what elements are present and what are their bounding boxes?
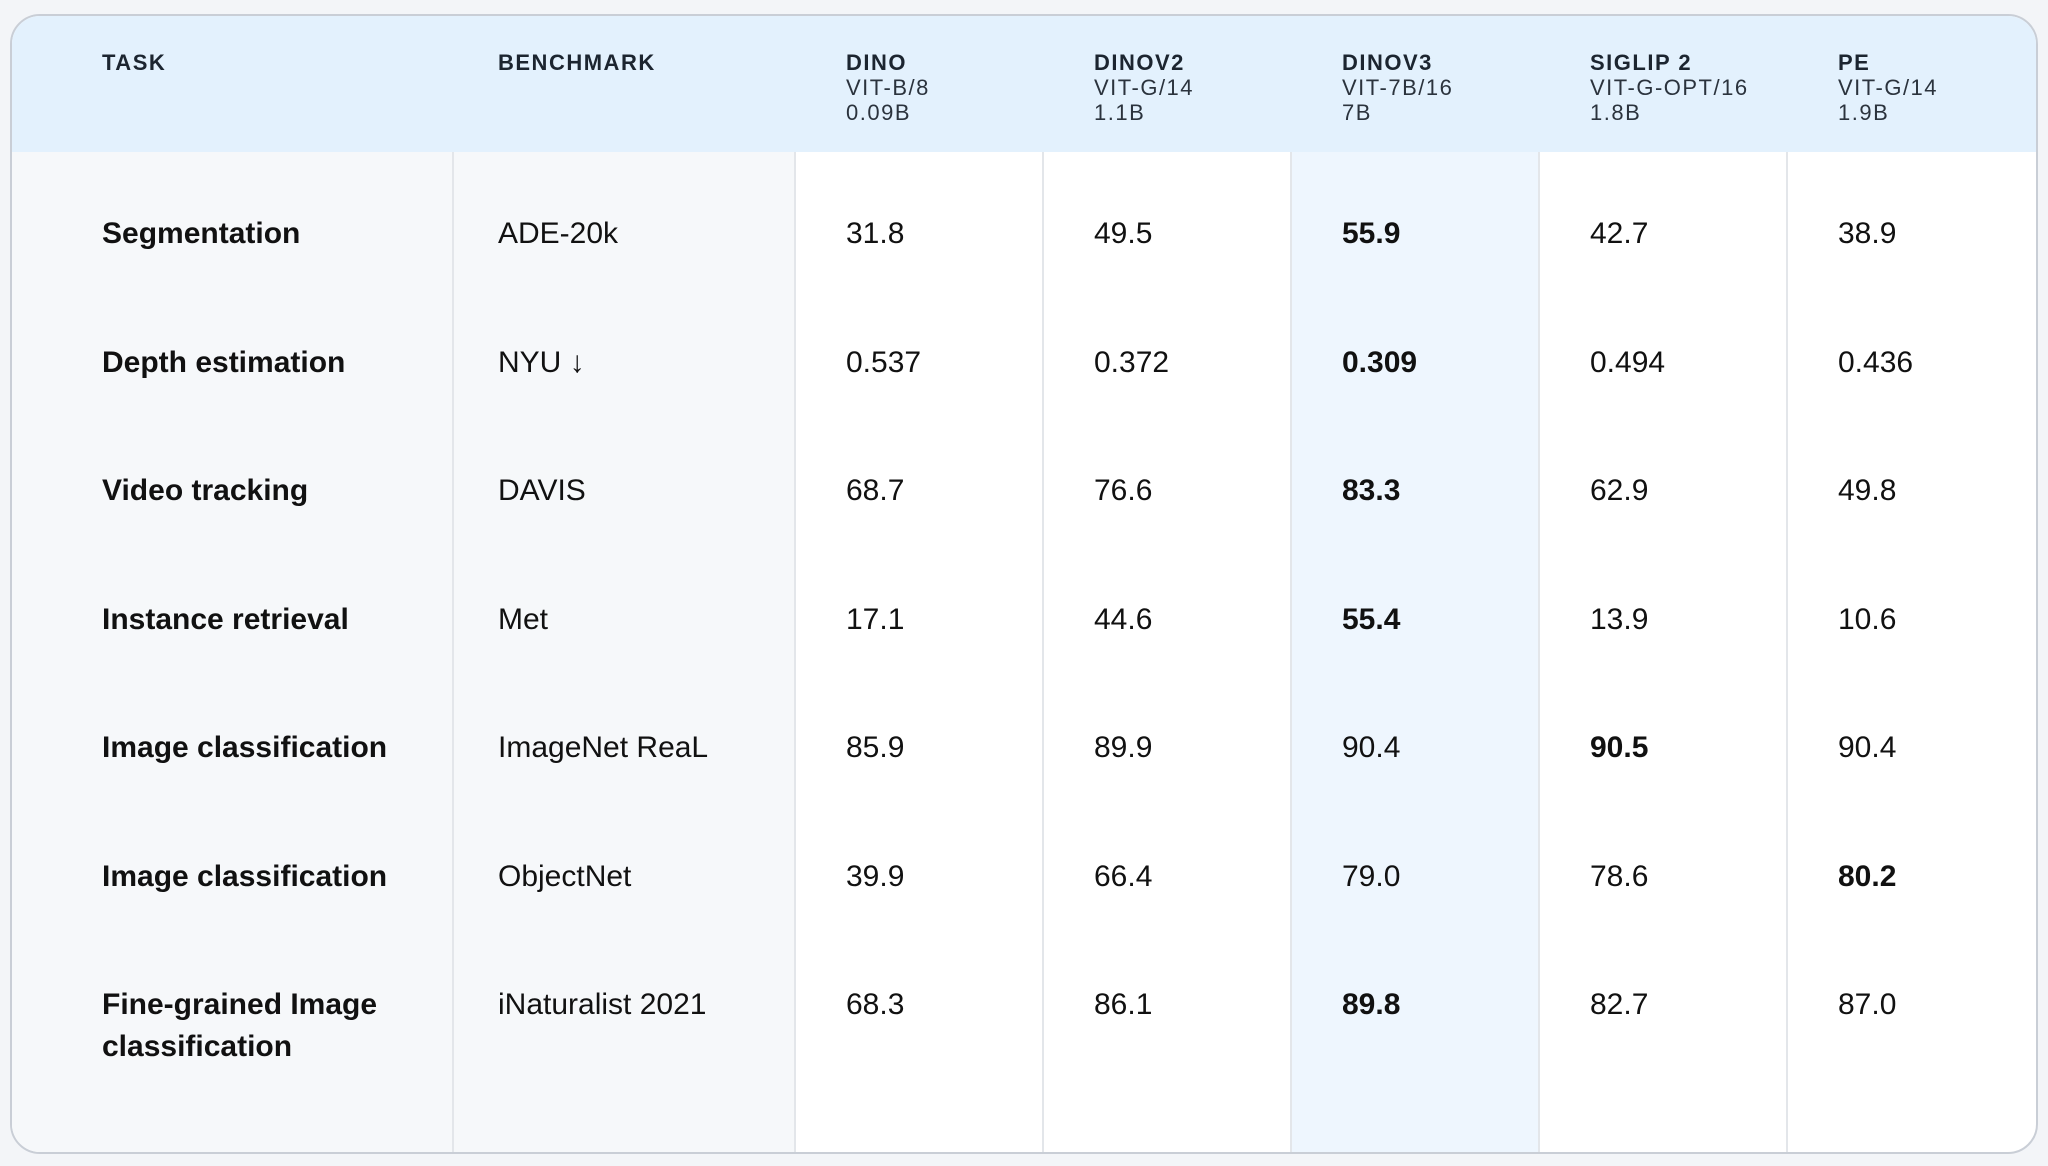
task-cell: Video tracking	[102, 474, 309, 507]
benchmark-cell: NYU ↓	[498, 345, 585, 379]
score-cell: 13.9	[1590, 602, 1649, 636]
score-cell: 83.3	[1342, 474, 1401, 507]
score-cell: 44.6	[1094, 602, 1153, 636]
model-architecture: VIT-G/14	[1094, 75, 1195, 100]
score-cell: 68.7	[846, 474, 905, 507]
score-cell: 0.494	[1590, 345, 1666, 379]
model-params: 1.1B	[1094, 100, 1146, 125]
table-row: Depth estimation NYU ↓ 0.537 0.372 0.309 0.49…	[12, 342, 2036, 470]
table-row: Segmentation ADE-20k 31.8 49.5 55.9 42.7 38.9	[12, 213, 2036, 341]
model-params: 1.8B	[1590, 100, 1642, 125]
score-cell: 76.6	[1094, 474, 1153, 507]
table-header	[12, 16, 2036, 152]
score-cell: 79.0	[1342, 859, 1401, 893]
score-cell: 49.5	[1094, 217, 1153, 250]
header-model-dinov2: DINOV2 VIT-G/14 1.1B	[1094, 50, 1194, 125]
score-cell: 55.9	[1342, 217, 1401, 250]
score-cell: 38.9	[1838, 217, 1897, 250]
model-architecture: VIT-G-OPT/16	[1590, 75, 1749, 100]
benchmark-cell: DAVIS	[498, 474, 586, 507]
model-name: DINOV2	[1094, 50, 1185, 75]
benchmark-cell: ObjectNet	[498, 859, 632, 893]
model-architecture: VIT-G/14	[1838, 75, 1939, 100]
model-name: SIGLIP 2	[1590, 50, 1693, 75]
benchmark-cell: ADE-20k	[498, 217, 619, 250]
score-cell: 86.1	[1094, 988, 1153, 1021]
score-cell: 68.3	[846, 988, 905, 1021]
score-cell: 80.2	[1838, 859, 1897, 893]
score-cell: 0.372	[1094, 345, 1170, 379]
column-divider	[1290, 152, 1292, 1152]
model-architecture: VIT-7B/16	[1342, 75, 1454, 100]
score-cell: 90.4	[1342, 731, 1401, 764]
model-architecture: VIT-B/8	[846, 75, 930, 100]
score-cell: 78.6	[1590, 859, 1649, 893]
score-cell: 0.537	[846, 345, 922, 379]
task-cell: Image classification	[102, 859, 388, 893]
score-cell: 90.4	[1838, 731, 1897, 764]
score-cell: 89.9	[1094, 731, 1153, 764]
benchmark-column-background	[452, 152, 794, 1152]
task-cell: Instance retrieval	[102, 602, 349, 636]
score-cell: 10.6	[1838, 602, 1897, 636]
score-cell: 55.4	[1342, 602, 1401, 636]
header-benchmark: BENCHMARK	[498, 50, 656, 75]
model-params: 1.9B	[1838, 100, 1890, 125]
table-row: Video tracking DAVIS 68.7 76.6 83.3 62.9 49.8	[12, 470, 2036, 598]
header-model-dinov3: DINOV3 VIT-7B/16 7B	[1342, 50, 1453, 125]
column-divider	[794, 152, 796, 1152]
benchmark-cell: iNaturalist 2021	[498, 988, 707, 1021]
model-name: DINO	[846, 50, 907, 75]
task-cell: Segmentation	[102, 217, 301, 250]
score-cell: 0.436	[1838, 345, 1914, 379]
score-cell: 85.9	[846, 731, 905, 764]
score-cell: 17.1	[846, 602, 905, 636]
task-cell: Fine-grained Image classification	[102, 988, 378, 1063]
model-name: DINOV3	[1342, 50, 1433, 75]
model-params: 0.09B	[846, 100, 911, 125]
highlight-column-background	[1290, 152, 1538, 1152]
table-row: Fine-grained Image classification iNatura…	[12, 984, 2036, 1112]
score-cell: 42.7	[1590, 217, 1649, 250]
score-cell: 66.4	[1094, 859, 1153, 893]
header-model-pe: PE VIT-G/14 1.9B	[1838, 50, 1938, 125]
task-cell: Depth estimation	[102, 345, 346, 379]
table-row: Image classification ObjectNet 39.9 66.4 79.…	[12, 856, 2036, 984]
score-cell: 39.9	[846, 859, 905, 893]
column-divider	[1538, 152, 1540, 1152]
score-cell: 87.0	[1838, 988, 1897, 1021]
score-cell: 62.9	[1590, 474, 1649, 507]
score-cell: 89.8	[1342, 988, 1401, 1021]
score-cell: 90.5	[1590, 731, 1649, 764]
score-cell: 49.8	[1838, 474, 1897, 507]
score-cell: 31.8	[846, 217, 905, 250]
benchmark-cell: ImageNet ReaL	[498, 731, 709, 764]
header-model-siglip-2: SIGLIP 2 VIT-G-OPT/16 1.8B	[1590, 50, 1749, 125]
score-cell: 82.7	[1590, 988, 1649, 1021]
header-task: TASK	[102, 50, 167, 75]
task-column-background	[12, 152, 452, 1152]
benchmark-cell: Met	[498, 602, 549, 636]
score-cell: 0.309	[1342, 345, 1418, 379]
model-name: PE	[1838, 50, 1871, 75]
table-row: Instance retrieval Met 17.1 44.6 55.4 13.9 10.…	[12, 599, 2036, 727]
column-divider	[452, 152, 454, 1152]
table-row: Image classification ImageNet ReaL 85.9 89.…	[12, 727, 2036, 855]
column-divider	[1786, 152, 1788, 1152]
column-divider	[1042, 152, 1044, 1152]
results-table: TASK BENCHMARK DINO VIT-B/8 0.09B DINOV2 VIT-G…	[10, 14, 2038, 1154]
task-cell: Image classification	[102, 731, 388, 764]
header-model-dino: DINO VIT-B/8 0.09B	[846, 50, 930, 125]
model-params: 7B	[1342, 100, 1372, 125]
